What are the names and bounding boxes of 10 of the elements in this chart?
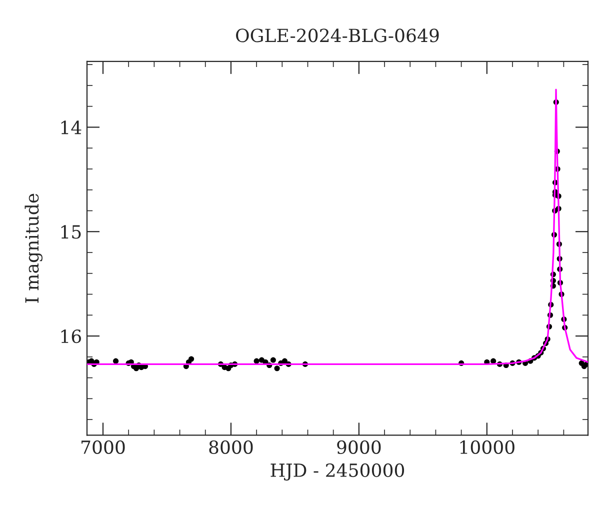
y-tick-label: 16 — [61, 329, 81, 344]
x-tick-label: 9000 — [337, 440, 381, 454]
x-tick-label: 7000 — [82, 440, 125, 454]
chart-title: OGLE-2024-BLG-0649 — [236, 28, 439, 42]
y-tick-label: 15 — [61, 225, 81, 239]
x-axis-title: HJD - 2450000 — [270, 463, 404, 481]
y-tick-label: 14 — [61, 120, 82, 134]
x-tick-label: 8000 — [209, 440, 253, 454]
y-axis-title: I magnitude — [24, 194, 42, 303]
x-tick-label: 10000 — [460, 440, 514, 454]
